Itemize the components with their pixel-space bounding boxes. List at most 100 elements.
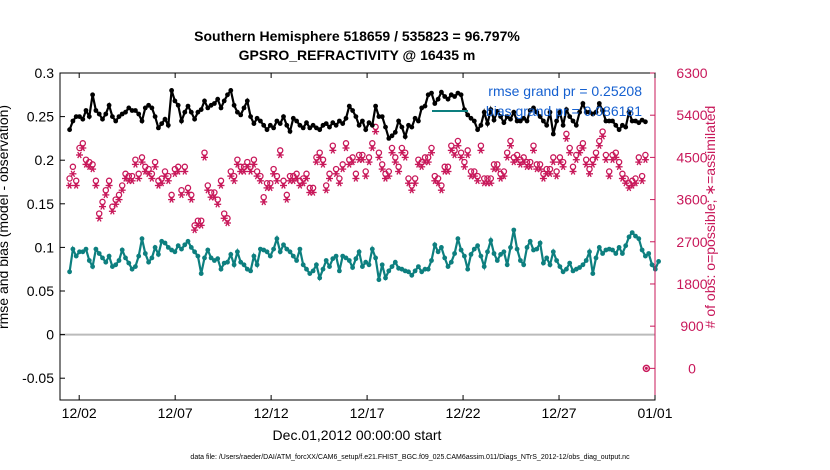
obs-assimilated-marker: [319, 161, 327, 168]
obs-assimilated-marker: [329, 146, 337, 154]
obs-assimilated-marker: [638, 177, 646, 185]
obs-possible-marker: [115, 191, 123, 199]
bias-marker: [149, 255, 155, 261]
obs-possible-marker: [599, 128, 606, 135]
y-tick-label: -0.05: [22, 370, 54, 386]
obs-assimilated-marker: [151, 163, 159, 171]
bias-marker: [172, 249, 178, 255]
obs-assimilated-marker: [589, 161, 597, 168]
obs-possible-marker: [303, 170, 310, 178]
bias-marker: [577, 265, 582, 270]
chart-title: Southern Hemisphere 518659 / 535823 = 96…: [194, 28, 520, 44]
obs-assimilated-marker: [536, 165, 544, 173]
rmse-marker: [560, 122, 566, 128]
bias-marker: [643, 253, 648, 259]
obs-possible-marker: [487, 175, 495, 182]
rmse-marker: [481, 109, 487, 115]
obs-possible-marker: [392, 154, 399, 161]
rmse-marker: [580, 101, 586, 106]
obs-assimilated-marker: [335, 179, 343, 187]
obs-assimilated-marker: [178, 191, 185, 199]
rmse-marker: [307, 125, 313, 131]
rmse-marker: [402, 134, 408, 140]
rmse-marker: [346, 103, 352, 109]
bias-marker: [287, 249, 293, 255]
x-tick-label: 12/12: [254, 405, 289, 421]
bias-marker: [363, 259, 369, 265]
rmse-marker: [498, 114, 503, 119]
obs-possible-marker: [467, 168, 475, 175]
bias-marker: [392, 259, 398, 265]
rmse-marker: [274, 118, 280, 124]
obs-assimilated-marker: [115, 196, 123, 203]
obs-assimilated-marker: [260, 198, 268, 206]
bias-marker: [271, 246, 276, 252]
rmse-marker: [310, 122, 316, 128]
rmse-marker: [399, 124, 405, 130]
rmse-marker: [567, 114, 573, 119]
bias-marker: [491, 251, 497, 256]
obs-possible-marker: [329, 142, 337, 149]
obs-assimilated-marker: [411, 179, 419, 187]
obs-assimilated-marker: [592, 154, 600, 161]
obs-possible-marker: [454, 137, 462, 145]
bias-marker: [439, 245, 444, 250]
obs-assimilated-marker: [362, 172, 370, 180]
data-file-footnote: data file: /Users/raeder/DAI/ATM_forcXX/…: [190, 454, 630, 461]
rmse-marker: [600, 108, 605, 113]
obs-assimilated-marker: [405, 179, 412, 187]
bias-marker: [527, 238, 533, 244]
rmse-marker: [251, 121, 257, 126]
obs-assimilated-marker: [283, 196, 291, 203]
rmse-marker: [271, 125, 276, 131]
obs-possible-marker: [365, 154, 373, 161]
obs-possible-marker: [507, 137, 514, 145]
obs-possible-marker: [480, 175, 488, 182]
bias-marker: [514, 246, 520, 252]
obs-possible-marker: [635, 154, 643, 161]
obs-possible-marker: [174, 163, 182, 171]
obs-possible-marker: [151, 158, 159, 166]
bias-marker: [290, 253, 296, 259]
y-axis-label: rmse and bias (model - observation): [0, 105, 11, 329]
rmse-marker: [475, 127, 480, 133]
obs-assimilated-marker: [457, 154, 465, 161]
obs-possible-marker: [336, 175, 343, 182]
rmse-marker: [531, 105, 536, 111]
rmse-marker: [290, 115, 296, 121]
obs-possible-marker: [352, 170, 360, 178]
obs-possible-marker: [95, 210, 103, 217]
rmse-marker: [596, 101, 602, 106]
rmse-marker: [554, 118, 559, 124]
rmse-marker: [294, 118, 299, 124]
obs-assimilated-marker: [316, 154, 324, 161]
bias-marker: [409, 272, 415, 278]
obs-possible-marker: [132, 156, 139, 163]
bias-marker: [195, 253, 201, 259]
rmse-marker: [77, 114, 82, 119]
bias-marker: [165, 245, 171, 250]
rmse-marker: [284, 122, 290, 128]
bias-marker: [567, 260, 573, 266]
rmse-marker: [297, 122, 303, 128]
bias-marker: [511, 227, 517, 233]
bias-marker: [360, 264, 365, 269]
rmse-marker: [235, 109, 240, 115]
obs-possible-marker: [138, 154, 146, 161]
y-tick-label: 0.3: [35, 65, 55, 81]
bias-marker: [343, 255, 349, 261]
obs-possible-marker: [99, 198, 106, 206]
bias-marker: [475, 243, 480, 249]
rmse-marker: [544, 122, 550, 128]
rmse-marker: [215, 96, 221, 102]
obs-possible-marker: [105, 177, 113, 185]
bias-marker: [90, 264, 95, 269]
obs-possible-marker: [461, 158, 468, 166]
bias-marker: [445, 264, 451, 269]
obs-assimilated-marker: [131, 161, 139, 168]
bias-marker: [386, 268, 392, 274]
bias-marker: [314, 262, 319, 268]
bias-marker: [202, 255, 207, 261]
x-tick-label: 12/22: [446, 405, 481, 421]
obs-assimilated-marker: [273, 177, 281, 185]
